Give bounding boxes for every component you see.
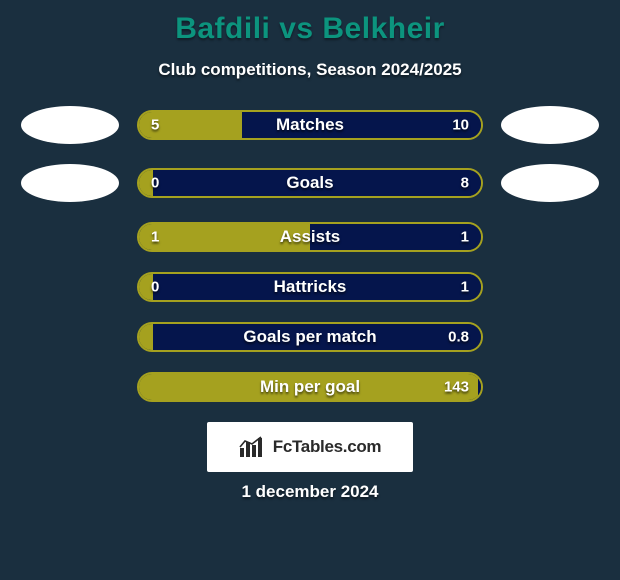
left-team-logo: [21, 164, 119, 202]
stat-fill-right: [242, 112, 481, 138]
comparison-card: Bafdili vs Belkheir Club competitions, S…: [0, 0, 620, 580]
date-text: 1 december 2024: [0, 482, 620, 502]
stat-bar: 0.8Goals per match: [137, 322, 483, 352]
stat-fill-right: [153, 170, 481, 196]
stat-fill-left: [139, 224, 310, 250]
stat-row: 0.8Goals per match: [0, 322, 620, 352]
stat-row: 08Goals: [0, 164, 620, 202]
stat-fill-right: [153, 324, 481, 350]
stat-fill-right: [310, 224, 481, 250]
right-team-logo: [501, 106, 599, 144]
stat-bar: 08Goals: [137, 168, 483, 198]
stats-container: 510Matches 08Goals 11Assists 01Hattricks 0.8…: [0, 106, 620, 402]
right-team-logo: [501, 164, 599, 202]
stat-fill-left: [139, 374, 478, 400]
stat-row: 143Min per goal: [0, 372, 620, 402]
stat-row: 11Assists: [0, 222, 620, 252]
bars-icon: [239, 436, 265, 458]
stat-bar: 510Matches: [137, 110, 483, 140]
stat-bar: 11Assists: [137, 222, 483, 252]
stat-fill-right: [478, 374, 481, 400]
source-badge-text: FcTables.com: [273, 437, 382, 457]
stat-row: 510Matches: [0, 106, 620, 144]
page-title: Bafdili vs Belkheir: [0, 12, 620, 46]
subtitle: Club competitions, Season 2024/2025: [0, 60, 620, 80]
stat-bar: 143Min per goal: [137, 372, 483, 402]
left-team-logo: [21, 106, 119, 144]
source-badge[interactable]: FcTables.com: [207, 422, 413, 472]
stat-fill-left: [139, 274, 153, 300]
stat-bar: 01Hattricks: [137, 272, 483, 302]
stat-row: 01Hattricks: [0, 272, 620, 302]
stat-fill-left: [139, 170, 153, 196]
stat-fill-left: [139, 112, 242, 138]
stat-fill-left: [139, 324, 153, 350]
stat-fill-right: [153, 274, 481, 300]
